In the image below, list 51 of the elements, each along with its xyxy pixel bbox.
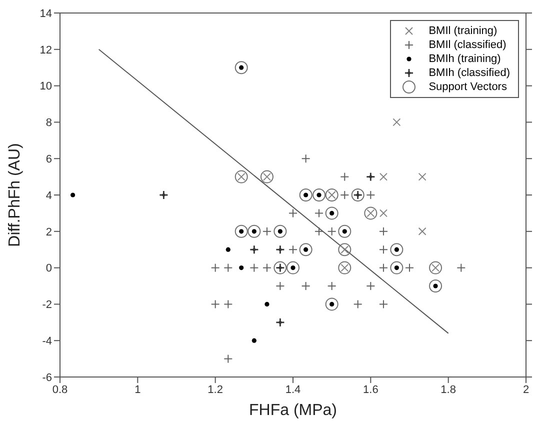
legend-label: BMIh (classified) (428, 67, 510, 79)
x-axis-title: FHFa (MPa) (249, 402, 337, 419)
point (390, 261, 404, 274)
point (239, 266, 244, 270)
point (390, 243, 404, 256)
y-axis-title: Diff.PhFh (AU) (6, 143, 24, 247)
point (325, 188, 338, 202)
y-tick-label: 2 (46, 226, 52, 238)
y-tick-label: 10 (40, 80, 52, 93)
y-tick-label: -2 (42, 299, 52, 312)
point (338, 261, 352, 274)
point (274, 224, 287, 238)
point (252, 338, 256, 343)
x-tick-label: 2 (522, 384, 530, 396)
y-tick-label: 4 (46, 190, 52, 202)
y-tick-label: 14 (40, 8, 52, 20)
point (338, 224, 352, 238)
legend-label: BMIl (classified) (428, 39, 506, 51)
y-tick-label: -6 (42, 372, 52, 384)
point (299, 188, 312, 202)
point (325, 206, 338, 220)
point (226, 247, 230, 252)
y-tick-label: 6 (46, 154, 52, 166)
point (234, 61, 248, 74)
point (248, 224, 261, 238)
point (364, 206, 378, 220)
point (429, 261, 442, 274)
legend-label: Support Vectors (428, 81, 507, 93)
y-tick-label: 0 (46, 262, 52, 275)
legend-label: BMIl (training) (428, 25, 498, 37)
point (338, 243, 352, 256)
y-tick-label: -4 (42, 336, 52, 348)
y-tick-label: 12 (40, 44, 52, 56)
point (299, 243, 312, 256)
legend-label: BMIh (training) (428, 53, 501, 65)
x-tick-label: 1.2 (208, 384, 223, 396)
x-tick-label: 1.6 (363, 384, 378, 396)
point (234, 170, 248, 184)
x-tick-label: 1.8 (440, 384, 456, 396)
y-tick-label: 8 (46, 117, 52, 130)
x-tick-label: 1.4 (285, 384, 301, 396)
point (325, 298, 338, 311)
x-tick-label: 0.8 (52, 384, 68, 396)
point (234, 224, 248, 238)
point (286, 261, 300, 274)
point (264, 302, 270, 306)
point (70, 192, 76, 198)
point (312, 188, 326, 202)
point (429, 280, 442, 292)
x-tick-label: 1 (134, 384, 141, 396)
point (260, 170, 274, 184)
